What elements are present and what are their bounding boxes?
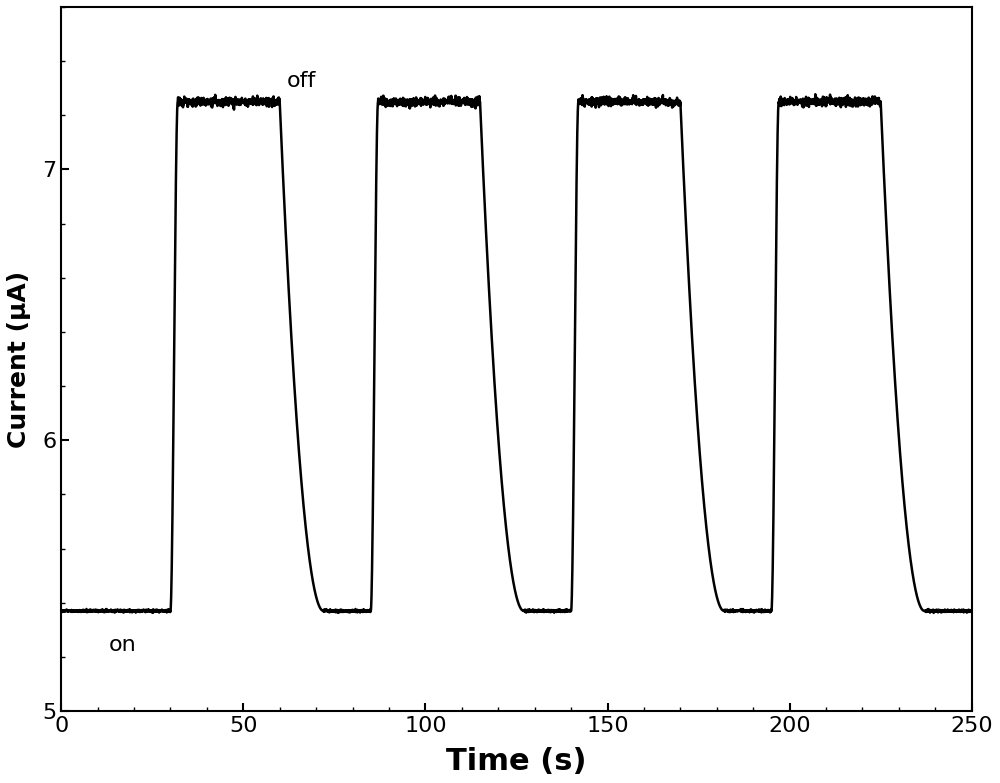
Text: off: off [287,71,316,91]
X-axis label: Time (s): Time (s) [446,747,587,776]
Text: on: on [109,635,137,655]
Y-axis label: Current (μA): Current (μA) [7,270,31,448]
